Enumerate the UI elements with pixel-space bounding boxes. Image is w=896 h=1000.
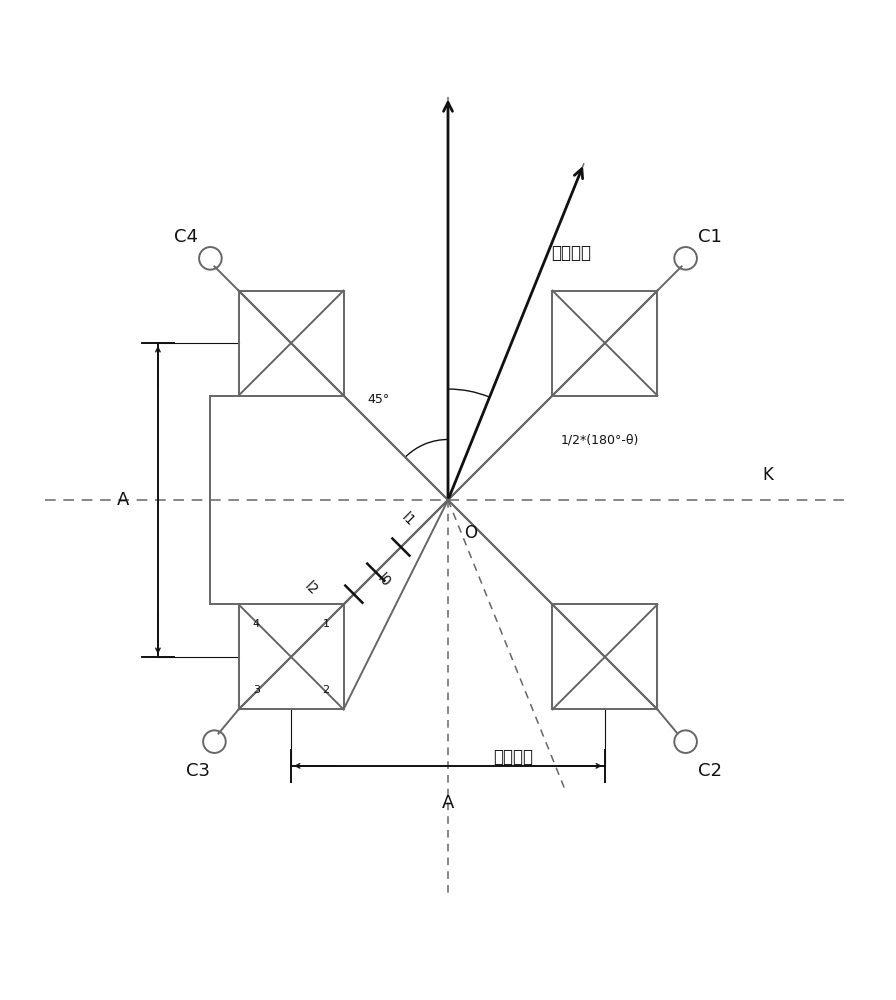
Text: 45°: 45° — [367, 393, 390, 406]
Text: A: A — [117, 491, 130, 509]
Text: 2: 2 — [323, 685, 330, 695]
Text: 1: 1 — [323, 619, 330, 629]
Text: K: K — [762, 466, 773, 484]
Text: 3: 3 — [253, 685, 260, 695]
Text: C1: C1 — [698, 228, 722, 246]
Text: C4: C4 — [174, 228, 198, 246]
Bar — [238, 291, 343, 396]
Bar — [553, 604, 658, 709]
Text: 1/2*(180°-θ): 1/2*(180°-θ) — [561, 434, 640, 447]
Text: O: O — [464, 524, 478, 542]
Text: 4: 4 — [253, 619, 260, 629]
Bar — [553, 291, 658, 396]
Text: C3: C3 — [186, 762, 211, 780]
Text: A: A — [442, 794, 454, 812]
Text: l1: l1 — [399, 510, 418, 529]
Text: l2: l2 — [302, 579, 321, 598]
Bar — [238, 604, 343, 709]
Text: 线路方向: 线路方向 — [494, 748, 533, 766]
Text: l0: l0 — [375, 571, 393, 590]
Text: C2: C2 — [698, 762, 722, 780]
Text: 线路方向: 线路方向 — [551, 244, 591, 262]
